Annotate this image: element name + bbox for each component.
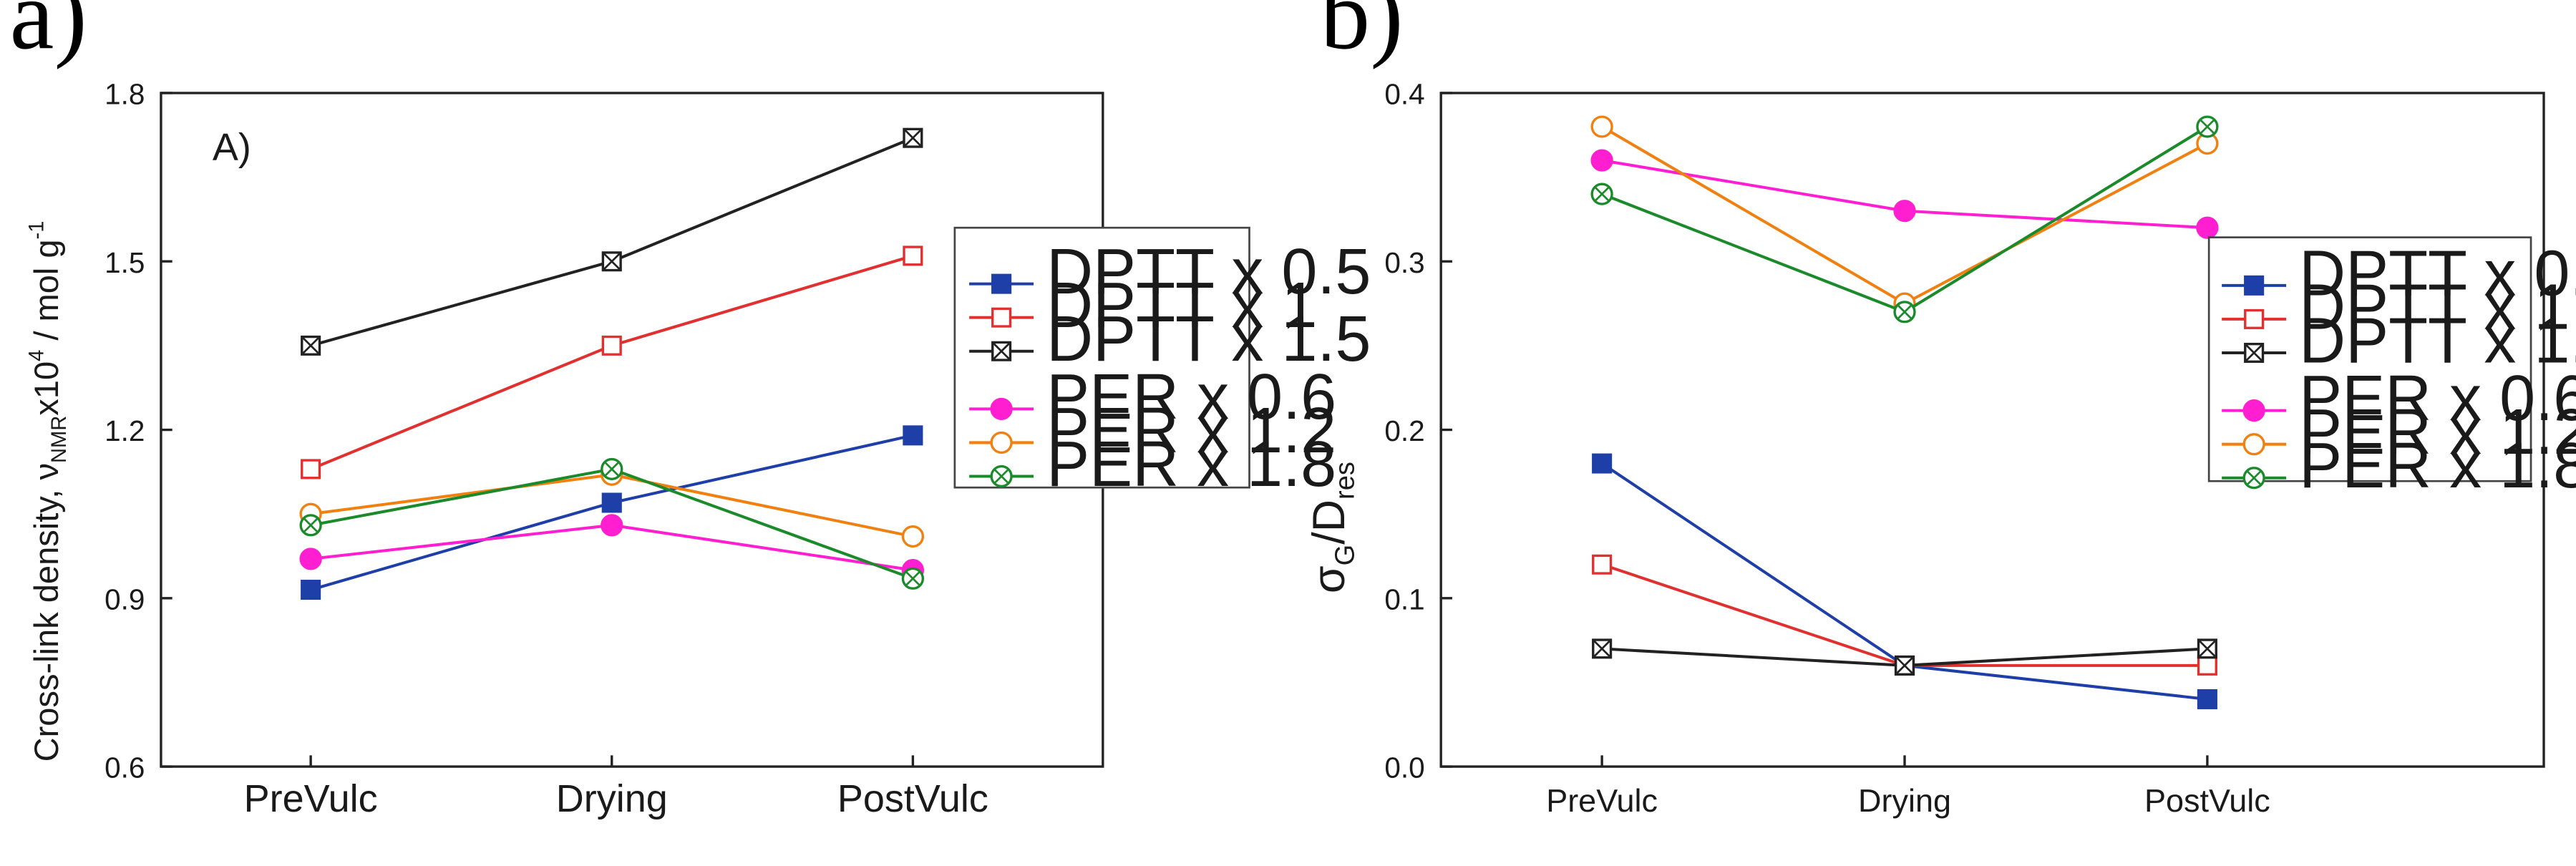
b-legend-entry-dptt-x-0-5: DPTT x 0.5: [2222, 238, 2576, 309]
b-point-per-x-1-2-prevulc: [1590, 115, 1613, 138]
a-point-dptt-x-0-5-postvulc: [903, 425, 923, 446]
a-point-per-x-1-8-postvulc-cross-2: [905, 571, 920, 586]
a-legend-marker-per-x-1-8-cross-2: [994, 469, 1008, 484]
b-point-per-x-0-6-prevulc: [1590, 149, 1613, 172]
b-point-dptt-x-1-5-prevulc-cross-2: [1593, 639, 1612, 658]
b-series-per-x-1-8: [1590, 115, 2219, 323]
a-legend-marker-per-x-0-6: [990, 397, 1013, 420]
a-legend-entry-dptt-x-0-5: DPTT x 0.5: [969, 236, 1371, 308]
a-point-dptt-x-1-prevulc: [301, 459, 321, 480]
a-legend-entry-per-x-0-6: PER x 0.6: [969, 361, 1336, 433]
a-series-line-dptt-x-1-5: [310, 136, 914, 347]
b-legend-marker-per-x-1-2: [2242, 433, 2265, 456]
a-point-dptt-x-1-drying: [601, 335, 622, 356]
b-legend-label-dptt-x-1-5: DPTT x 1.5: [2299, 306, 2576, 377]
a-point-dptt-x-0-5-prevulc: [301, 580, 321, 600]
a-series-dptt-x-1-5: [301, 127, 923, 356]
a-x-tick-label-prevulc: PreVulc: [244, 777, 378, 820]
a-y-tick-label-1-2: 1.2: [105, 414, 145, 447]
b-point-per-x-0-6-drying: [1893, 200, 1916, 223]
a-point-dptt-x-1-5-drying-cross-2: [602, 252, 621, 271]
a-legend-label-dptt-x-0-5: DPTT x 0.5: [1046, 236, 1371, 308]
b-x-tick-label-postvulc: PostVulc: [2144, 782, 2270, 819]
panel-a-y-axis-title: Cross-link density, νNMRx104 / mol g-1: [26, 221, 72, 762]
b-y-tick-label-0-1: 0.1: [1384, 583, 1424, 616]
b-legend-marker-dptt-x-0-5: [2244, 275, 2265, 296]
a-legend-marker-dptt-x-1: [991, 307, 1012, 328]
a-point-per-x-1-2-postvulc: [901, 525, 925, 548]
a-legend-entry-dptt-x-1: DPTT x 1: [969, 270, 1317, 341]
b-point-dptt-x-1-5-drying-cross-2: [1895, 656, 1915, 675]
b-legend-label-per-x-1-2: PER x 1.2: [2299, 396, 2576, 468]
a-legend-entry-dptt-x-1-5: DPTT x 1.5: [969, 303, 1371, 375]
a-x-tick-label-drying: Drying: [556, 777, 668, 820]
a-legend-label-per-x-1-8: PER x 1.8: [1046, 429, 1336, 500]
a-series-dptt-x-1: [301, 245, 923, 480]
panel-b-chart: 0.0 0.1 0.2 0.3 0.4 PreVulc Drying PostVulc DP…: [1304, 78, 2576, 819]
a-y-tick-label-1-8: 1.8: [105, 78, 145, 111]
b-x-tick-label-prevulc: PreVulc: [1546, 782, 1658, 819]
panel-a-label: a): [9, 0, 87, 70]
panel-b-label: b): [1320, 0, 1403, 70]
b-y-tick-label-0-2: 0.2: [1384, 414, 1424, 447]
a-y-tick-label-0-6: 0.6: [105, 751, 145, 784]
b-legend-marker-dptt-x-1: [2244, 308, 2265, 329]
b-point-dptt-x-0-5-prevulc: [1592, 453, 1613, 474]
a-legend-label-per-x-1-2: PER x 1.2: [1046, 395, 1336, 467]
a-x-tick-label-postvulc: PostVulc: [837, 777, 988, 820]
a-point-dptt-x-1-5-prevulc-cross-2: [301, 336, 321, 355]
a-point-per-x-0-6-drying: [601, 514, 623, 537]
b-legend-label-dptt-x-0-5: DPTT x 0.5: [2299, 238, 2576, 309]
a-point-dptt-x-1-postvulc: [903, 245, 923, 266]
b-point-dptt-x-1-postvulc: [2197, 655, 2217, 676]
a-y-tick-label-1-5: 1.5: [105, 246, 145, 279]
b-legend-label-dptt-x-1: DPTT x 1: [2299, 272, 2570, 344]
a-legend-marker-per-x-1-2: [990, 431, 1013, 454]
a-legend-label-dptt-x-1: DPTT x 1: [1046, 270, 1317, 341]
b-point-per-x-1-8-prevulc-cross-2: [1595, 187, 1609, 201]
a-legend-marker-dptt-x-1-5-cross-2: [992, 341, 1011, 361]
b-point-dptt-x-1-5-postvulc-cross-2: [2197, 639, 2217, 658]
b-legend-label-per-x-1-8: PER x 1.8: [2299, 430, 2576, 502]
a-legend-entry-per-x-1-8: PER x 1.8: [969, 429, 1336, 500]
b-legend-entry-dptt-x-1-5: DPTT x 1.5: [2222, 306, 2576, 377]
a-point-per-x-1-8-drying-cross-2: [605, 462, 619, 477]
a-series-dptt-x-0-5: [301, 425, 923, 600]
panel-b-y-axis-title: σG/Dres: [1304, 462, 1361, 593]
b-series-per-x-0-6: [1590, 149, 2219, 239]
b-legend-label-per-x-0-6: PER x 0.6: [2299, 363, 2576, 434]
b-legend-entry-per-x-0-6: PER x 0.6: [2222, 363, 2576, 434]
panel-a-corner-label: A): [213, 126, 251, 169]
b-point-per-x-1-8-postvulc-cross-2: [2200, 120, 2215, 134]
b-legend-entry-per-x-1-8: PER x 1.8: [2222, 430, 2576, 502]
b-series-line-dptt-x-1: [1601, 563, 2207, 667]
a-point-dptt-x-0-5-drying: [601, 492, 622, 513]
panel-a-chart: A) 0.6 0.9 1.2 1.5 1.8 PreVulc Drying PostVulc…: [26, 78, 1371, 820]
a-legend-label-dptt-x-1-5: DPTT x 1.5: [1046, 303, 1371, 375]
b-legend-entry-per-x-1-2: PER x 1.2: [2222, 396, 2576, 468]
a-series-per-x-1-8: [299, 457, 925, 590]
b-legend-marker-per-x-0-6: [2242, 399, 2265, 422]
a-point-per-x-1-8-prevulc-cross-2: [303, 518, 318, 532]
b-x-tick-label-drying: Drying: [1858, 782, 1951, 819]
a-y-tick-label-0-9: 0.9: [105, 583, 145, 616]
b-legend-entry-dptt-x-1: DPTT x 1: [2222, 272, 2570, 344]
a-legend-marker-dptt-x-0-5: [991, 273, 1012, 294]
b-y-tick-label-0-0: 0.0: [1384, 751, 1424, 784]
a-point-dptt-x-1-5-postvulc-cross-2: [903, 128, 923, 147]
b-point-per-x-0-6-postvulc: [2196, 216, 2219, 239]
b-point-dptt-x-1-prevulc: [1592, 554, 1613, 575]
b-point-dptt-x-0-5-postvulc: [2197, 689, 2217, 709]
b-y-tick-label-0-4: 0.4: [1384, 78, 1424, 111]
b-legend-marker-dptt-x-1-5-cross-2: [2245, 343, 2264, 363]
b-legend-marker-per-x-1-8-cross-2: [2247, 471, 2261, 485]
a-series-line-dptt-x-1: [310, 254, 913, 471]
a-legend-entry-per-x-1-2: PER x 1.2: [969, 395, 1336, 467]
b-y-tick-label-0-3: 0.3: [1384, 246, 1424, 279]
a-point-per-x-0-6-prevulc: [299, 548, 322, 570]
b-series-dptt-x-1-5: [1592, 638, 2217, 676]
a-legend-label-per-x-0-6: PER x 0.6: [1046, 361, 1336, 433]
b-point-per-x-1-8-drying-cross-2: [1897, 305, 1912, 319]
